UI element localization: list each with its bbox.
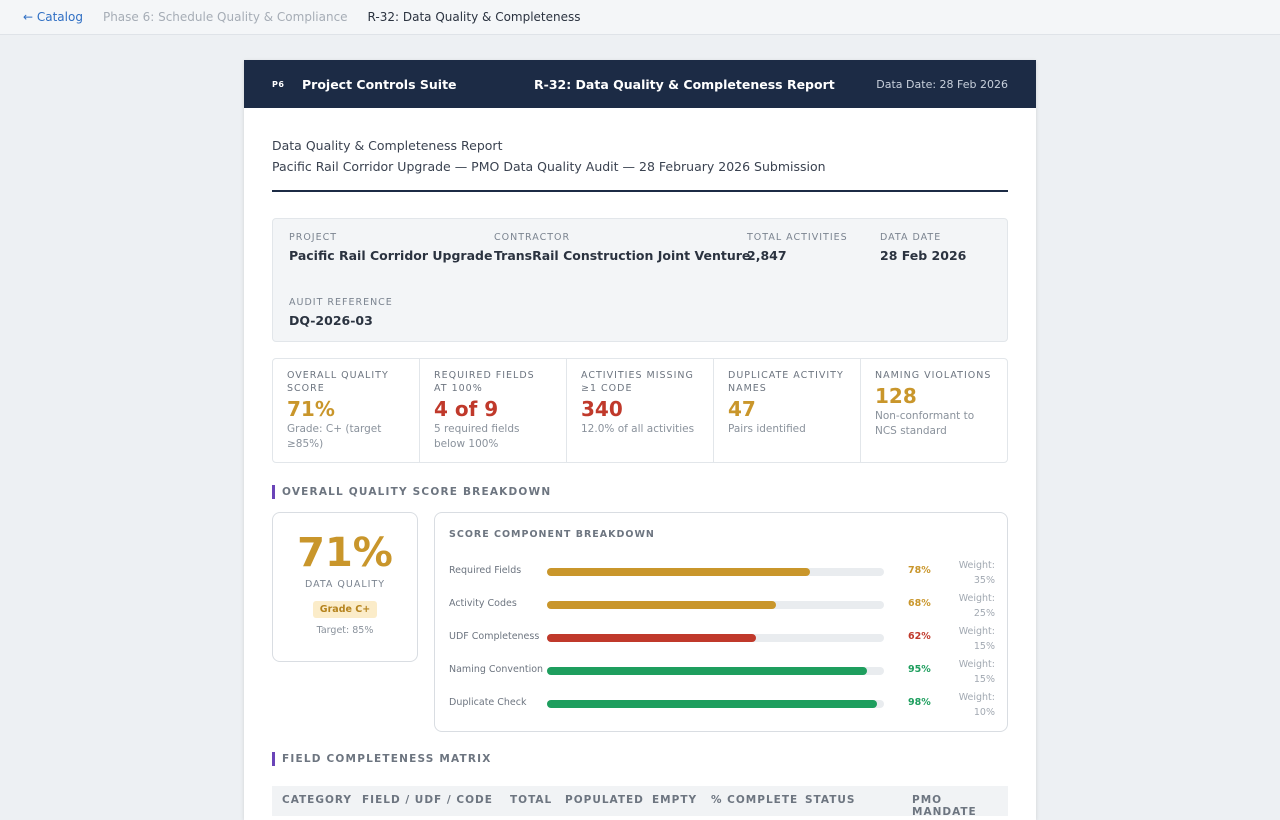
component-percent: 95% (908, 664, 931, 675)
meta-label: PROJECT (289, 232, 338, 243)
matrix-col-field[interactable]: FIELD / UDF / CODE (362, 794, 493, 806)
component-name: Duplicate Check (449, 697, 527, 708)
component-name: Naming Convention (449, 664, 544, 675)
report-sheet: P6 Project Controls Suite R-32: Data Qua… (244, 60, 1036, 820)
matrix-col-mandate[interactable]: PMO MANDATE (912, 794, 977, 818)
component-bar-fill (547, 601, 777, 609)
matrix-col-category[interactable]: CATEGORY (282, 794, 353, 806)
breadcrumb-phase[interactable]: Phase 6: Schedule Quality & Compliance (102, 10, 348, 24)
meta-value: 28 Feb 2026 (880, 248, 967, 263)
kpi-sub: Non-conformant to NCS standard (875, 410, 975, 437)
score-card: 71% DATA QUALITY Grade C+ Target: 85% (272, 512, 418, 662)
kpi-value: 4 of 9 (434, 397, 499, 421)
meta-label: DATA DATE (880, 232, 942, 243)
component-weight: Weight: 25% (958, 593, 995, 619)
meta-value: DQ-2026-03 (289, 313, 373, 328)
back-to-catalog-link[interactable]: ← Catalog (23, 10, 83, 24)
kpi-strip: OVERALL QUALITY SCORE 71% Grade: C+ (tar… (272, 358, 1008, 463)
component-bar-track (547, 667, 884, 675)
component-weight: Weight: 15% (958, 659, 995, 685)
score-component-panel: SCORE COMPONENT BREAKDOWN Required Field… (434, 512, 1008, 732)
component-name: UDF Completeness (449, 631, 540, 642)
kpi-value: 71% (287, 397, 335, 421)
breadcrumb-current: R-32: Data Quality & Completeness (367, 10, 581, 24)
meta-total-activities: TOTAL ACTIVITIES 2,847 (747, 232, 848, 263)
component-bar-track (547, 700, 884, 708)
component-row: Activity Codes 68% Weight: 25% (449, 591, 995, 621)
component-row: Duplicate Check 98% Weight: 10% (449, 690, 995, 720)
component-bar-fill (547, 568, 810, 576)
component-weight: Weight: 15% (958, 626, 995, 652)
score-value: 71% (297, 530, 393, 576)
component-row: Naming Convention 95% Weight: 15% (449, 657, 995, 687)
section-title-breakdown: OVERALL QUALITY SCORE BREAKDOWN (272, 485, 1008, 499)
report-header-title: R-32: Data Quality & Completeness Report (534, 76, 835, 92)
matrix-col-status[interactable]: STATUS (805, 794, 856, 806)
matrix-col-complete[interactable]: % COMPLETE (711, 794, 799, 806)
component-row: UDF Completeness 62% Weight: 15% (449, 624, 995, 654)
grade-badge: Grade C+ (312, 601, 378, 618)
component-percent: 62% (908, 631, 931, 642)
kpi-label: NAMING VIOLATIONS (875, 370, 992, 381)
kpi-required-fields: REQUIRED FIELDS AT 100% 4 of 9 5 require… (420, 359, 567, 462)
report-header: P6 Project Controls Suite R-32: Data Qua… (244, 60, 1036, 108)
component-bar-fill (547, 700, 878, 708)
kpi-label: OVERALL QUALITY SCORE (287, 370, 389, 394)
kpi-sub: Grade: C+ (target ≥85%) (287, 423, 382, 450)
meta-label: AUDIT REFERENCE (289, 297, 393, 308)
component-name: Required Fields (449, 565, 522, 576)
meta-value: 2,847 (747, 248, 787, 263)
component-percent: 98% (908, 697, 931, 708)
component-bar-track (547, 568, 884, 576)
kpi-missing-code: ACTIVITIES MISSING ≥1 CODE 340 12.0% of … (567, 359, 714, 462)
score-label: DATA QUALITY (304, 579, 386, 590)
section-title-matrix: FIELD COMPLETENESS MATRIX (272, 752, 1008, 766)
component-panel-title: SCORE COMPONENT BREAKDOWN (449, 529, 655, 540)
component-name: Activity Codes (449, 598, 517, 609)
kpi-label: DUPLICATE ACTIVITY NAMES (728, 370, 844, 394)
kpi-sub: Pairs identified (728, 423, 806, 435)
meta-project: PROJECT Pacific Rail Corridor Upgrade (289, 232, 492, 263)
kpi-overall-quality: OVERALL QUALITY SCORE 71% Grade: C+ (tar… (273, 359, 420, 462)
component-row: Required Fields 78% Weight: 35% (449, 558, 995, 588)
component-percent: 68% (908, 598, 931, 609)
kpi-value: 47 (728, 397, 756, 421)
meta-value: TransRail Construction Joint Venture (494, 248, 751, 263)
kpi-duplicate-names: DUPLICATE ACTIVITY NAMES 47 Pairs identi… (714, 359, 861, 462)
meta-data-date: DATA DATE 28 Feb 2026 (880, 232, 966, 263)
breadcrumb-bar: ← Catalog Phase 6: Schedule Quality & Co… (0, 0, 1280, 35)
matrix-header-row: CATEGORY FIELD / UDF / CODE TOTAL POPULA… (272, 786, 1008, 818)
kpi-naming-violations: NAMING VIOLATIONS 128 Non-conformant to … (861, 359, 1007, 462)
component-bar-track (547, 601, 884, 609)
report-title: Data Quality & Completeness Report (272, 138, 503, 153)
matrix-col-populated[interactable]: POPULATED (565, 794, 644, 806)
kpi-sub: 5 required fields below 100% (434, 423, 520, 450)
score-target: Target: 85% (316, 625, 374, 636)
app-logo: P6 (272, 79, 285, 89)
kpi-label: ACTIVITIES MISSING ≥1 CODE (581, 370, 694, 394)
meta-contractor: CONTRACTOR TransRail Construction Joint … (494, 232, 750, 263)
kpi-value: 128 (875, 384, 917, 408)
meta-label: CONTRACTOR (494, 232, 571, 243)
matrix-col-empty[interactable]: EMPTY (652, 794, 698, 806)
component-bar-fill (547, 634, 756, 642)
component-weight: Weight: 35% (958, 560, 995, 586)
component-percent: 78% (908, 565, 931, 576)
kpi-sub: 12.0% of all activities (581, 423, 695, 435)
component-bar-track (547, 634, 884, 642)
meta-audit-reference: AUDIT REFERENCE DQ-2026-03 (289, 297, 393, 328)
meta-value: Pacific Rail Corridor Upgrade (289, 248, 493, 263)
kpi-label: REQUIRED FIELDS AT 100% (434, 370, 535, 394)
project-meta-panel: PROJECT Pacific Rail Corridor Upgrade CO… (272, 218, 1008, 342)
component-weight: Weight: 10% (958, 692, 995, 718)
matrix-col-total[interactable]: TOTAL (510, 794, 553, 806)
component-bar-fill (547, 667, 868, 675)
kpi-value: 340 (581, 397, 623, 421)
report-subtitle: Pacific Rail Corridor Upgrade — PMO Data… (272, 159, 1008, 192)
meta-label: TOTAL ACTIVITIES (747, 232, 848, 243)
header-data-date: Data Date: 28 Feb 2026 (876, 77, 1008, 91)
score-breakdown: 71% DATA QUALITY Grade C+ Target: 85% SC… (272, 512, 1008, 732)
suite-name: Project Controls Suite (302, 76, 457, 92)
